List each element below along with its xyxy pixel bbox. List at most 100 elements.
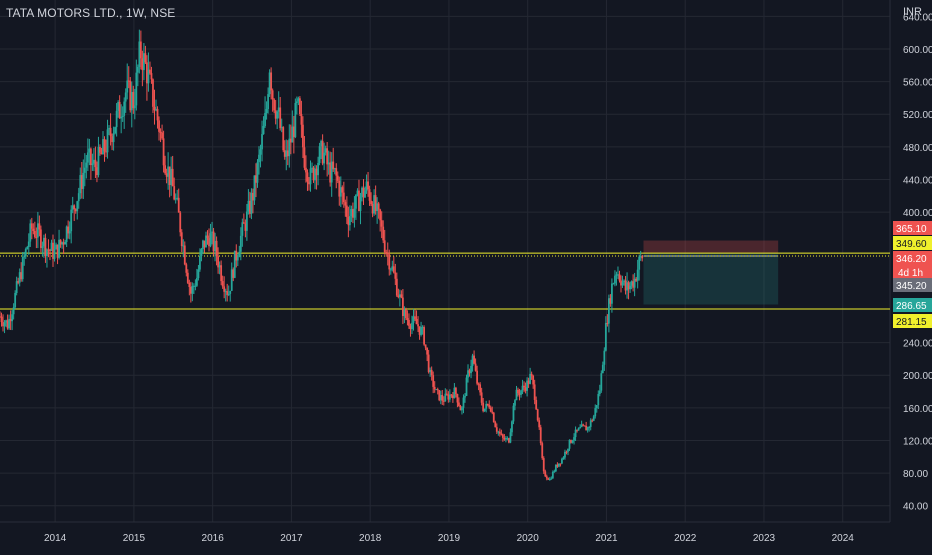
candle-body	[485, 403, 488, 409]
price-label-text: 346.20	[896, 254, 927, 265]
candle-body	[588, 426, 591, 428]
candle-body	[173, 186, 176, 200]
candle-body	[174, 198, 177, 200]
candle-body	[130, 92, 133, 111]
candle-body	[155, 108, 157, 111]
candle-body	[417, 324, 419, 327]
candle-body	[395, 278, 398, 296]
candle-body	[212, 231, 215, 252]
candle-body	[79, 175, 82, 194]
candle-body	[24, 249, 27, 257]
candle-body	[285, 150, 288, 157]
candle-body	[221, 281, 224, 287]
candle-body	[558, 463, 560, 467]
candle-body	[345, 205, 348, 217]
candle-body	[76, 201, 79, 212]
candle-body	[189, 286, 192, 294]
candle-body	[55, 244, 57, 250]
candle-body	[0, 316, 1, 318]
candle-body	[439, 394, 442, 401]
y-tick-label: 640.00	[903, 12, 932, 23]
candle-body	[208, 238, 210, 247]
candle-body	[120, 117, 123, 119]
candle-body	[483, 408, 486, 412]
candle-body	[571, 440, 574, 443]
price-label	[893, 298, 932, 312]
candle-body	[205, 235, 207, 248]
candle-body	[180, 232, 183, 247]
candle-body	[142, 53, 145, 71]
candle-body	[570, 439, 572, 443]
x-tick-label: 2017	[280, 533, 303, 544]
candle-body	[135, 72, 138, 106]
candle-body	[391, 266, 394, 270]
candle-body	[576, 429, 578, 431]
candle-body	[601, 364, 604, 374]
candle-body	[585, 425, 588, 431]
candle-body	[544, 471, 547, 477]
candle-body	[594, 408, 597, 417]
candle-body	[85, 162, 88, 168]
candle-body	[150, 73, 153, 80]
y-tick-label: 560.00	[903, 78, 932, 89]
candle-body	[561, 458, 563, 464]
candle-body	[271, 90, 274, 100]
candle-body	[626, 282, 628, 291]
candle-body	[53, 249, 56, 259]
candle-body	[348, 216, 351, 226]
candle-body	[480, 392, 483, 403]
candle-body	[470, 365, 472, 374]
candle-body	[114, 127, 117, 134]
candle-body	[448, 394, 451, 400]
candle-body	[102, 139, 104, 155]
candle-body	[379, 209, 382, 221]
stop-loss-zone	[643, 240, 779, 254]
candle-body	[312, 167, 315, 181]
candle-body	[100, 152, 103, 155]
candle-body	[132, 92, 135, 109]
candle-body	[277, 107, 280, 112]
candle-body	[199, 256, 201, 270]
candle-body	[158, 120, 160, 132]
candle-body	[103, 139, 106, 152]
candle-body	[512, 405, 515, 422]
candle-body	[138, 41, 141, 67]
candle-body	[71, 205, 74, 210]
candle-body	[268, 72, 271, 95]
candle-body	[152, 79, 154, 107]
candle-body	[506, 438, 509, 440]
candle-body	[215, 240, 218, 257]
candle-body	[489, 407, 492, 412]
candle-body	[232, 269, 235, 278]
candle-body	[611, 283, 613, 304]
candle-body	[380, 220, 383, 227]
candle-body	[339, 187, 342, 197]
candle-body	[409, 325, 412, 330]
y-tick-label: 600.00	[903, 45, 932, 56]
candle-body	[80, 175, 83, 189]
candle-body	[46, 249, 48, 256]
x-tick-label: 2016	[202, 533, 225, 544]
candle-body	[451, 395, 454, 399]
candle-body	[26, 246, 29, 250]
candle-body	[220, 265, 223, 282]
candle-body	[147, 69, 150, 84]
candle-body	[197, 269, 200, 279]
candle-body	[149, 69, 151, 74]
candle-body	[600, 373, 603, 391]
price-label-text: 286.65	[896, 301, 927, 312]
candle-body	[515, 389, 518, 401]
candle-body	[126, 80, 129, 93]
candle-body	[300, 114, 303, 125]
candle-body	[170, 168, 173, 185]
candle-body	[118, 101, 121, 119]
candle-body	[444, 393, 447, 402]
candle-body	[476, 370, 479, 384]
candle-body	[442, 400, 445, 402]
candle-body	[445, 393, 448, 395]
candle-body	[338, 180, 341, 197]
candle-body	[509, 432, 512, 443]
candle-body	[305, 167, 307, 173]
